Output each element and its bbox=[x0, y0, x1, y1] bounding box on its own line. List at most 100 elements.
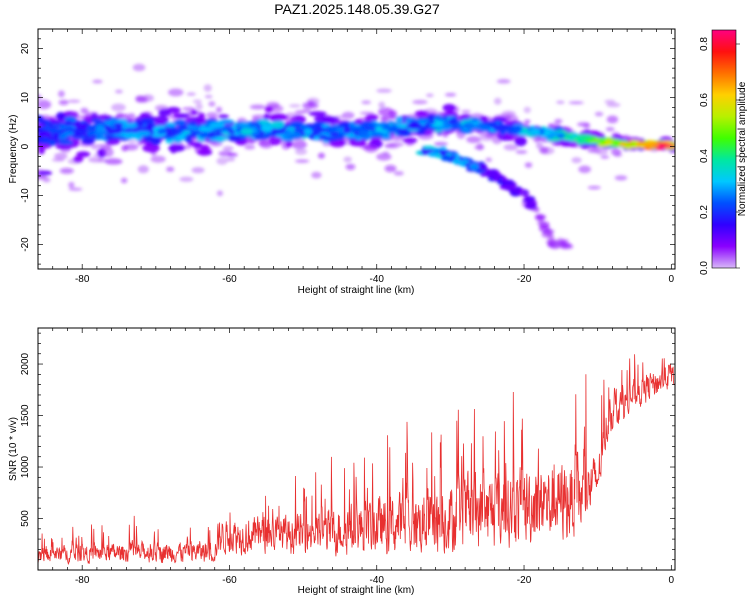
spectrogram-frame bbox=[37, 28, 676, 270]
heatmap-cell bbox=[90, 118, 104, 123]
heatmap-cell bbox=[369, 123, 378, 127]
heatmap-cell bbox=[142, 143, 160, 153]
heatmap-cell bbox=[520, 190, 530, 197]
heatmap-cell bbox=[485, 157, 493, 163]
heatmap-cell bbox=[169, 144, 178, 154]
heatmap-cell bbox=[476, 143, 484, 151]
heatmap-cell bbox=[428, 120, 436, 125]
heatmap-cell bbox=[38, 94, 42, 101]
heatmap-cell bbox=[376, 88, 392, 93]
heatmap-cell bbox=[123, 143, 139, 151]
heatmap-cell bbox=[302, 101, 319, 110]
heatmap-cell bbox=[68, 181, 75, 188]
heatmap-cell bbox=[88, 156, 104, 163]
heatmap-cell bbox=[359, 111, 375, 115]
heatmap-cell bbox=[422, 145, 436, 150]
heatmap-cell bbox=[218, 150, 233, 157]
heatmap-cell bbox=[492, 123, 509, 132]
spectrogram-x-tick-label: -60 bbox=[222, 274, 237, 285]
spectrogram-y-tick-label: -20 bbox=[20, 237, 31, 252]
heatmap-cell bbox=[216, 136, 230, 141]
heatmap-cell bbox=[140, 117, 155, 124]
heatmap-cell bbox=[58, 99, 69, 106]
heatmap-cell bbox=[308, 111, 327, 117]
heatmap-cell bbox=[428, 151, 439, 158]
heatmap-cell bbox=[97, 144, 113, 148]
heatmap-cell bbox=[186, 92, 196, 96]
heatmap-cell bbox=[536, 221, 550, 225]
heatmap-cell bbox=[123, 132, 139, 140]
heatmap-cell bbox=[444, 154, 451, 160]
heatmap-cell bbox=[358, 129, 370, 137]
heatmap-cell bbox=[165, 132, 174, 137]
heatmap-cell bbox=[227, 134, 242, 142]
heatmap-cell bbox=[439, 149, 445, 157]
snr-y-tick-label: 500 bbox=[20, 510, 31, 527]
heatmap-cell bbox=[384, 164, 397, 173]
spectrogram-y-ticks: -20 -10 0 10 20 bbox=[20, 28, 675, 265]
heatmap-cell bbox=[389, 109, 398, 117]
heatmap-cell bbox=[530, 128, 541, 135]
heatmap-cell bbox=[345, 163, 356, 171]
heatmap-cell bbox=[141, 94, 154, 102]
heatmap-cell bbox=[583, 137, 596, 142]
snr-panel: -80 -60 -40 -20 0 500 1000 1500 2000 Height of … bbox=[8, 327, 676, 596]
heatmap-cell bbox=[194, 145, 213, 155]
heatmap-cell bbox=[485, 171, 499, 179]
colorbar-ticks: 0.0 0.2 0.4 0.6 0.8 bbox=[699, 37, 740, 275]
spectrogram-y-tick-label: 0 bbox=[20, 143, 31, 149]
heatmap-cell bbox=[611, 140, 617, 146]
heatmap-cell bbox=[184, 137, 192, 143]
heatmap-cell bbox=[349, 126, 365, 131]
heatmap-cell bbox=[493, 97, 502, 105]
heatmap-cell bbox=[360, 121, 376, 129]
heatmap-cell bbox=[50, 120, 62, 125]
snr-y-ticks: 500 1000 1500 2000 bbox=[20, 332, 675, 571]
heatmap-cell bbox=[444, 92, 457, 97]
heatmap-cell bbox=[605, 127, 615, 132]
heatmap-cell bbox=[554, 118, 563, 124]
heatmap-cell bbox=[66, 127, 74, 132]
heatmap-cell bbox=[249, 104, 266, 110]
heatmap-cell bbox=[521, 127, 529, 132]
heatmap-cell bbox=[145, 122, 156, 131]
heatmap-cell bbox=[137, 165, 149, 174]
heatmap-cell bbox=[524, 202, 537, 210]
heatmap-cell bbox=[41, 136, 50, 144]
heatmap-cell bbox=[525, 197, 531, 204]
heatmap-cell bbox=[395, 116, 403, 123]
heatmap-cell bbox=[479, 163, 488, 171]
heatmap-cell bbox=[479, 116, 488, 123]
heatmap-cell bbox=[48, 128, 63, 134]
heatmap-cell bbox=[263, 113, 270, 120]
heatmap-cell bbox=[540, 146, 549, 154]
heatmap-cell bbox=[587, 186, 601, 190]
heatmap-cell bbox=[338, 121, 353, 129]
heatmap-cell bbox=[577, 122, 590, 127]
heatmap-cell bbox=[534, 214, 544, 221]
heatmap-cell bbox=[361, 100, 372, 105]
heatmap-cell bbox=[182, 130, 191, 135]
heatmap-cell bbox=[533, 207, 540, 214]
heatmap-cell bbox=[58, 140, 74, 145]
heatmap-cell bbox=[166, 106, 181, 114]
heatmap-cell bbox=[72, 128, 87, 135]
heatmap-cell bbox=[461, 109, 471, 114]
snr-y-tick-label: 2000 bbox=[20, 352, 31, 375]
heatmap-cell bbox=[38, 170, 53, 176]
heatmap-cell bbox=[115, 113, 130, 120]
heatmap-cell bbox=[467, 125, 482, 130]
colorbar-frame bbox=[711, 29, 737, 269]
heatmap-cell bbox=[549, 240, 559, 247]
heatmap-cell bbox=[286, 112, 298, 116]
heatmap-cell bbox=[114, 89, 123, 94]
heatmap-cell bbox=[59, 167, 74, 174]
heatmap-cell bbox=[135, 130, 151, 137]
colorbar: 0.0 0.2 0.4 0.6 0.8 Normalized spectral ampl… bbox=[699, 29, 748, 275]
heatmap-cell bbox=[47, 139, 57, 146]
heatmap-cell bbox=[614, 175, 628, 181]
heatmap-cell bbox=[604, 99, 616, 104]
heatmap-cell bbox=[496, 79, 511, 84]
heatmap-cell bbox=[499, 185, 511, 190]
heatmap-cell bbox=[393, 170, 404, 176]
